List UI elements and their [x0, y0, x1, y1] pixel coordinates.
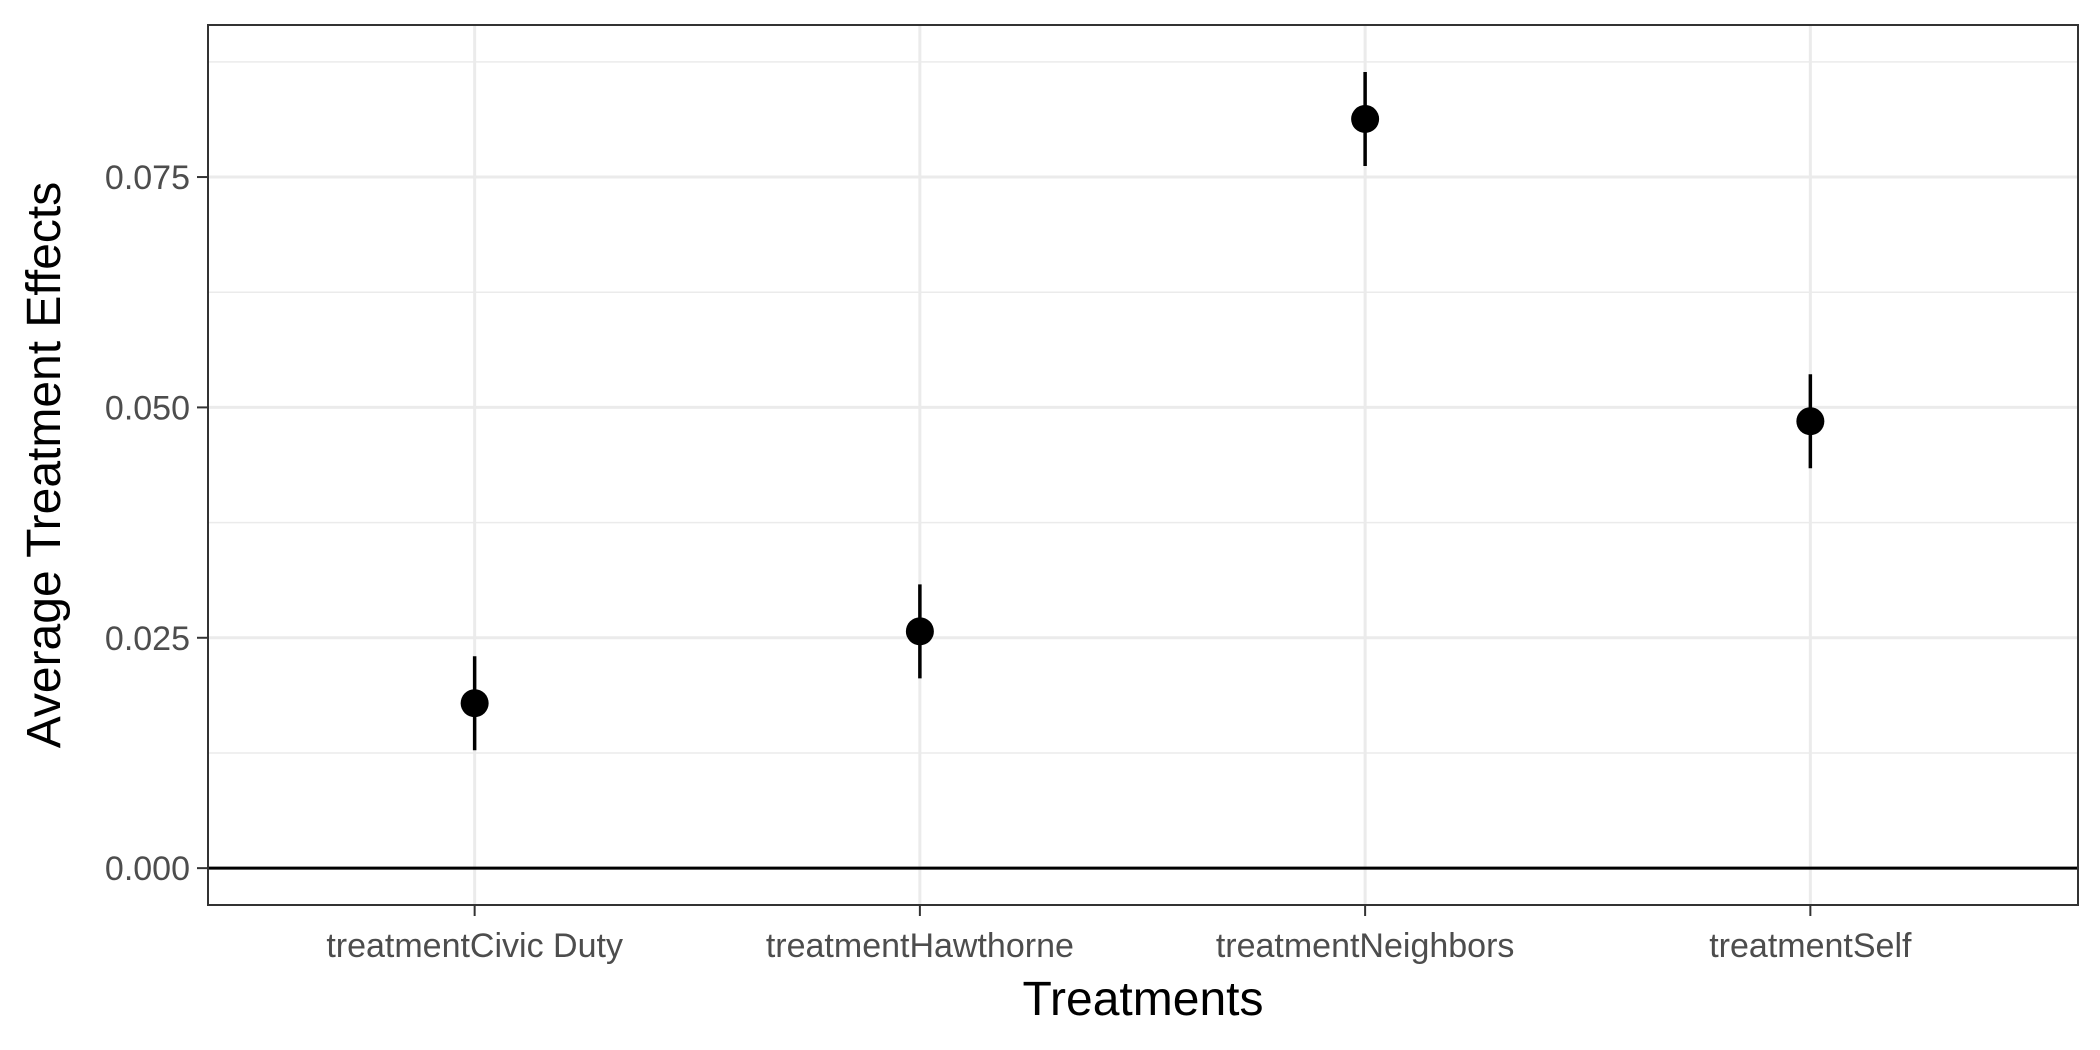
- x-tick-label: treatmentSelf: [1709, 927, 1912, 965]
- y-axis-title: Average Treatment Effects: [18, 182, 71, 749]
- x-tick-label: treatmentHawthorne: [766, 927, 1074, 965]
- data-points: [460, 71, 1825, 751]
- data-point: [460, 689, 489, 718]
- plot-panel-background: [208, 25, 2078, 905]
- y-tick-label: 0.000: [105, 850, 190, 888]
- plot-panel-border: [207, 24, 2079, 906]
- data-point: [1796, 407, 1825, 436]
- y-tick-label: 0.050: [105, 389, 190, 427]
- grid-lines: [208, 25, 2078, 905]
- x-axis-title: Treatments: [1023, 973, 1264, 1026]
- x-tick-label: treatmentNeighbors: [1216, 927, 1515, 965]
- data-point: [1351, 104, 1380, 133]
- y-tick-label: 0.075: [105, 159, 190, 197]
- y-tick-label: 0.025: [105, 620, 190, 658]
- axes: 0.000 0.025 0.050 0.075 treatmentCivic Duty t…: [105, 159, 1912, 965]
- x-tick-label: treatmentCivic Duty: [326, 927, 623, 965]
- data-point: [905, 617, 934, 646]
